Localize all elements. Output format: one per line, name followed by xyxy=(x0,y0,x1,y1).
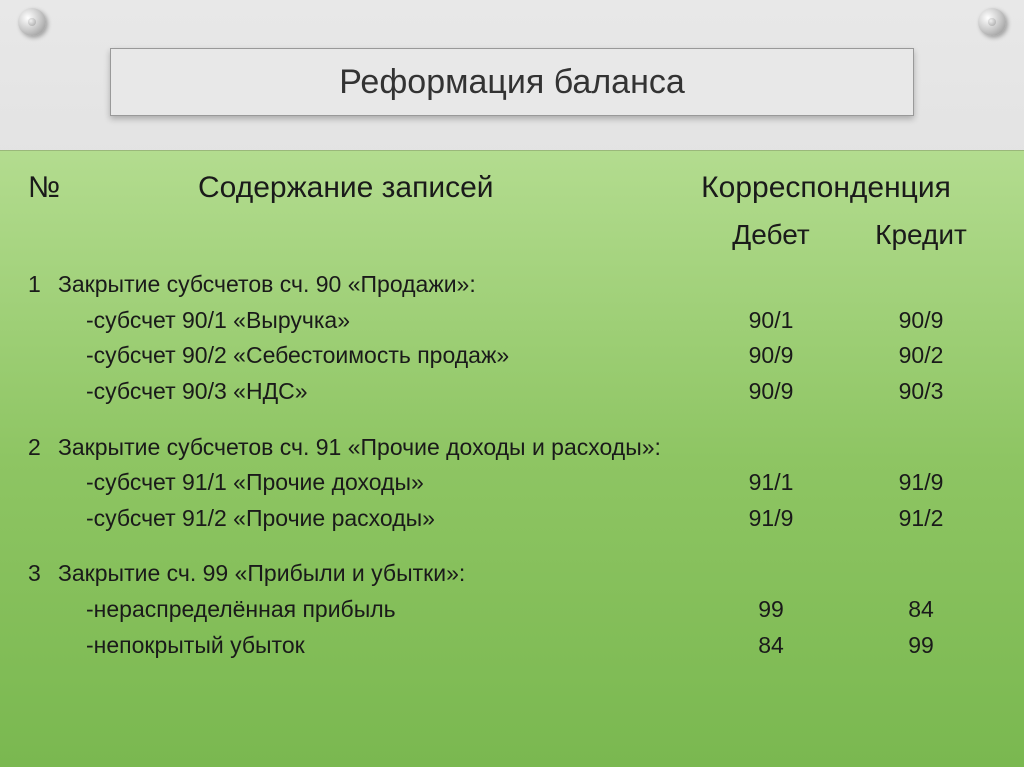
table-row: 3 Закрытие сч. 99 «Прибыли и убытки»: xyxy=(28,556,996,592)
cell-num: 1 xyxy=(28,267,58,303)
cell-heading: Закрытие сч. 99 «Прибыли и убытки»: xyxy=(58,556,696,592)
table-header-row-2: Дебет Кредит xyxy=(28,219,996,251)
content-panel: № Содержание записей Корреспонденция Деб… xyxy=(0,150,1024,767)
thumbtack-icon xyxy=(18,8,46,36)
table-row: -субсчет 91/2 «Прочие расходы» 91/9 91/2 xyxy=(28,501,996,537)
cell-label: -субсчет 91/2 «Прочие расходы» xyxy=(58,501,696,537)
header-credit: Кредит xyxy=(846,219,996,251)
cell-debit: 90/1 xyxy=(696,303,846,339)
cell-label: -субсчет 90/2 «Себестоимость продаж» xyxy=(58,338,696,374)
table-header-row-1: № Содержание записей Корреспонденция xyxy=(28,171,996,205)
cell-label: -субсчет 90/3 «НДС» xyxy=(58,374,696,410)
header-debit: Дебет xyxy=(696,219,846,251)
cell-credit: 91/2 xyxy=(846,501,996,537)
table-row: -непокрытый убыток 84 99 xyxy=(28,628,996,664)
cell-credit: 90/3 xyxy=(846,374,996,410)
table-row: -субсчет 91/1 «Прочие доходы» 91/1 91/9 xyxy=(28,465,996,501)
table-row: -субсчет 90/2 «Себестоимость продаж» 90/… xyxy=(28,338,996,374)
cell-num: 2 xyxy=(28,430,58,466)
cell-debit: 91/1 xyxy=(696,465,846,501)
cell-debit: 90/9 xyxy=(696,338,846,374)
cell-label: -субсчет 91/1 «Прочие доходы» xyxy=(58,465,696,501)
cell-credit: 91/9 xyxy=(846,465,996,501)
cell-label: -нераспределённая прибыль xyxy=(58,592,696,628)
cell-credit: 99 xyxy=(846,628,996,664)
table-row: 1 Закрытие субсчетов сч. 90 «Продажи»: xyxy=(28,267,996,303)
slide-title: Реформация баланса xyxy=(339,63,685,102)
cell-credit: 90/2 xyxy=(846,338,996,374)
table-row: -нераспределённая прибыль 99 84 xyxy=(28,592,996,628)
table-row: -субсчет 90/3 «НДС» 90/9 90/3 xyxy=(28,374,996,410)
cell-debit: 84 xyxy=(696,628,846,664)
cell-heading: Закрытие субсчетов сч. 91 «Прочие доходы… xyxy=(58,430,696,466)
cell-label: -субсчет 90/1 «Выручка» xyxy=(58,303,696,339)
cell-heading: Закрытие субсчетов сч. 90 «Продажи»: xyxy=(58,267,696,303)
cell-debit: 91/9 xyxy=(696,501,846,537)
cell-credit: 90/9 xyxy=(846,303,996,339)
table-row: -субсчет 90/1 «Выручка» 90/1 90/9 xyxy=(28,303,996,339)
cell-debit: 90/9 xyxy=(696,374,846,410)
thumbtack-icon xyxy=(978,8,1006,36)
cell-credit: 84 xyxy=(846,592,996,628)
header-num: № xyxy=(28,171,78,205)
cell-debit: 99 xyxy=(696,592,846,628)
cell-label: -непокрытый убыток xyxy=(58,628,696,664)
header-corr: Корреспонденция xyxy=(676,171,996,205)
slide-title-band: Реформация баланса xyxy=(110,48,914,116)
cell-num: 3 xyxy=(28,556,58,592)
table-row: 2 Закрытие субсчетов сч. 91 «Прочие дохо… xyxy=(28,430,996,466)
header-desc: Содержание записей xyxy=(78,171,676,205)
